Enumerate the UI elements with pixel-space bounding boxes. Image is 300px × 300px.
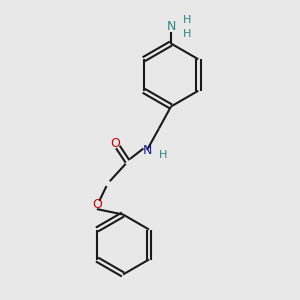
Text: O: O (93, 198, 102, 211)
Text: H: H (182, 28, 191, 39)
Text: O: O (111, 137, 120, 150)
Text: N: N (142, 143, 152, 157)
Text: H: H (159, 150, 168, 161)
Text: N: N (166, 20, 176, 34)
Text: H: H (182, 15, 191, 26)
